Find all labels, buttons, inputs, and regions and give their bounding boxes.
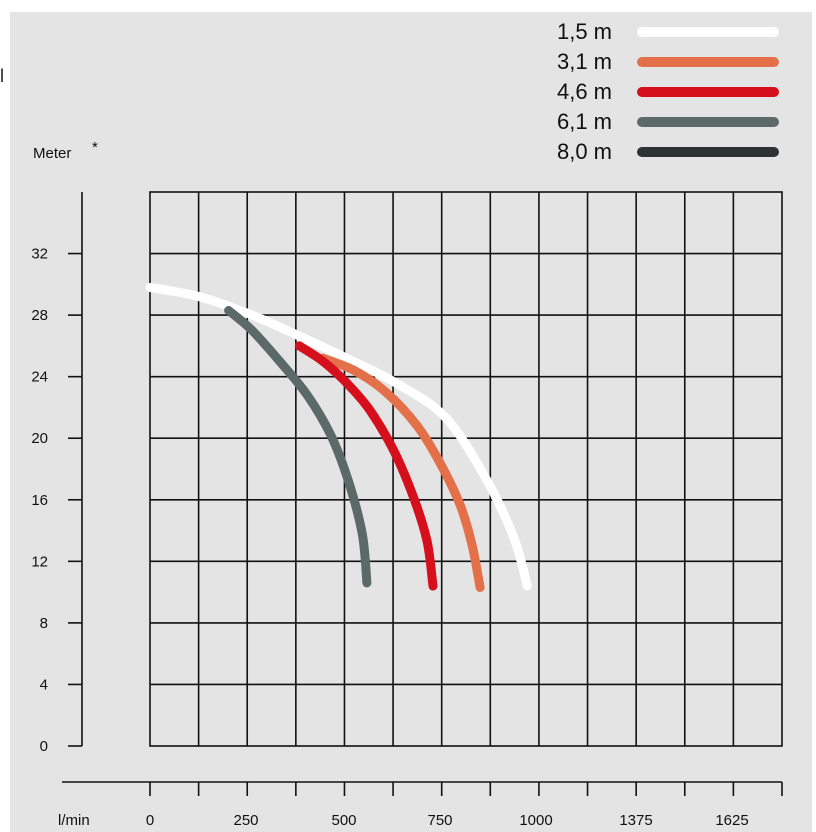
y-tick-label: 12 bbox=[31, 553, 48, 570]
legend-label: 1,5 m bbox=[557, 19, 612, 44]
x-tick-label: 250 bbox=[233, 812, 258, 829]
legend-label: 6,1 m bbox=[557, 109, 612, 134]
legend: 1,5 m 3,1 m 4,6 m 6,1 m 8,0 m bbox=[557, 19, 779, 164]
series-curves bbox=[145, 282, 532, 592]
x-tick-label: 750 bbox=[427, 812, 452, 829]
y-tick-label: 4 bbox=[40, 676, 48, 693]
y-tick-label: 32 bbox=[31, 246, 48, 263]
grid bbox=[149, 191, 783, 747]
series-line-6-1-m bbox=[224, 306, 372, 588]
legend-label: 4,6 m bbox=[557, 79, 612, 104]
series-line-3-1-m bbox=[318, 353, 485, 592]
legend-label: 3,1 m bbox=[557, 49, 612, 74]
y-axis-label: Meter bbox=[33, 145, 71, 162]
legend-label: 8,0 m bbox=[557, 139, 612, 164]
grid-frame bbox=[149, 191, 783, 747]
y-tick-label: 16 bbox=[31, 492, 48, 509]
y-tick-label: 28 bbox=[31, 307, 48, 324]
x-tick-label: 1625 bbox=[715, 812, 748, 829]
x-axis: 0 250 500 750 1000 1375 1625 bbox=[62, 781, 783, 829]
x-tick-label: 500 bbox=[331, 812, 356, 829]
y-tick-label: 24 bbox=[31, 369, 48, 386]
x-tick-label: 1000 bbox=[519, 812, 552, 829]
series-line-4-6-m bbox=[294, 341, 438, 591]
y-tick-label: 20 bbox=[31, 430, 48, 447]
y-tick-label: 0 bbox=[40, 738, 48, 755]
pump-performance-chart: 1,5 m 3,1 m 4,6 m 6,1 m 8,0 m Meter * 32 28 24… bbox=[10, 12, 812, 832]
series-line-1-5-m bbox=[145, 282, 532, 591]
x-tick-label: 0 bbox=[146, 812, 154, 829]
y-axis-label-marker: * bbox=[92, 139, 98, 156]
y-tick-label: 8 bbox=[40, 615, 48, 632]
x-axis-label: l/min bbox=[58, 812, 90, 829]
stray-text-mark: l bbox=[0, 66, 4, 86]
x-tick-label: 1375 bbox=[619, 812, 652, 829]
y-axis: 32 28 24 20 16 12 8 4 0 bbox=[31, 192, 83, 755]
